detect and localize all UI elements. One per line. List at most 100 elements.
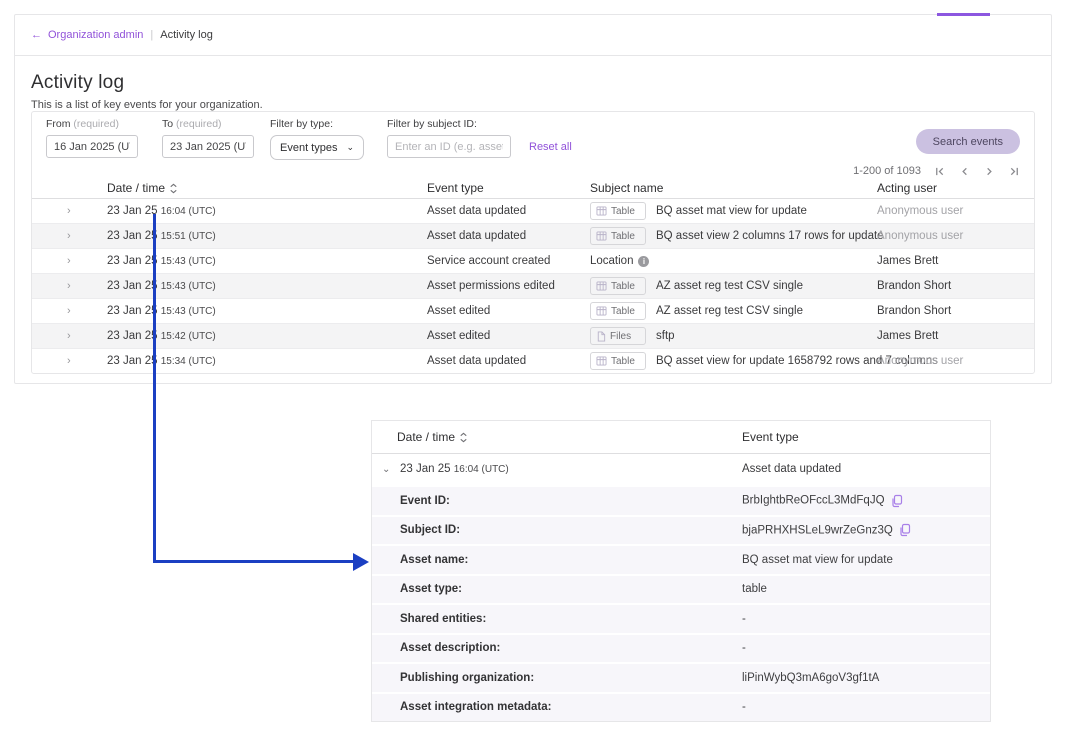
breadcrumb-back-label: Organization admin [48,29,144,41]
last-page-icon[interactable] [1009,166,1020,177]
top-accent-bar [937,13,990,16]
type-filter-label: Filter by type: [270,118,334,130]
table-row[interactable]: › 23 Jan 25 15:43 (UTC) Service account … [32,249,1034,274]
field-label: Subject ID: [400,524,461,537]
event-detail-panel: Date / time Event type ⌄ 23 Jan 25 16:04… [371,420,991,722]
table-row[interactable]: › 23 Jan 25 16:04 (UTC) Asset data updat… [32,199,1034,224]
from-label: From [46,118,71,130]
event-types-dropdown[interactable]: Event types ⌄ [270,135,364,160]
subject-name-cell: AZ asset reg test CSV single [656,305,804,317]
acting-user-cell: Anonymous user [877,205,964,217]
reset-all-link[interactable]: Reset all [529,141,572,153]
subject-name-cell: BQ asset view 2 columns 17 rows for upda… [656,230,884,242]
annotation-arrow-vertical [153,214,156,563]
table-icon [596,206,607,216]
from-date-field: From (required) [46,118,138,158]
field-label: Publishing organization: [400,671,535,684]
field-label: Asset integration metadata: [400,701,552,714]
back-arrow-icon: ← [31,29,42,41]
table-row[interactable]: › 23 Jan 25 15:42 (UTC) Asset edited Fil… [32,324,1034,349]
acting-user-cell: Anonymous user [877,230,964,242]
search-events-button[interactable]: Search events [915,129,1020,154]
copy-icon[interactable] [891,494,903,507]
sort-icon[interactable] [169,182,178,198]
page-title: Activity log [31,72,125,93]
detail-header-event-type: Event type [742,430,799,444]
subject-type-badge: Files [590,327,646,345]
table-row[interactable]: › 23 Jan 25 15:51 (UTC) Asset data updat… [32,224,1034,249]
detail-header-date-time: Date / time [397,430,456,444]
chevron-down-icon[interactable]: ⌄ [382,464,391,475]
activity-log-panel: ← Organization admin | Activity log Acti… [14,14,1052,384]
chevron-right-icon[interactable]: › [67,205,71,217]
chevron-right-icon[interactable]: › [67,230,71,242]
subject-type-badge: Table [590,302,646,320]
subject-name-cell: BQ asset mat view for update [656,205,807,217]
chevron-right-icon[interactable]: › [67,355,71,367]
header-date-time: Date / time [107,181,166,195]
acting-user-cell: Brandon Short [877,305,952,317]
table-row[interactable]: › 23 Jan 25 15:34 (UTC) Asset data updat… [32,349,1034,374]
chevron-right-icon[interactable]: › [67,280,71,292]
subject-location-cell: Location i [590,249,650,274]
info-icon[interactable]: i [638,256,650,267]
field-label: Asset description: [400,642,501,655]
pagination: 1-200 of 1093 [853,165,1020,177]
table-icon [596,281,607,291]
previous-page-icon[interactable] [959,166,970,177]
detail-header-row: Date / time Event type [372,421,990,454]
field-value: BQ asset mat view for update [742,553,893,566]
to-label: To [162,118,174,130]
acting-user-cell: James Brett [877,255,939,267]
event-type-cell: Service account created [427,255,551,267]
subject-name-cell: BQ asset view for update 1658792 rows an… [656,355,938,367]
field-value: BrbIghtbReOFccL3MdFqJQ [742,494,885,507]
to-date-field: To (required) [162,118,254,158]
header-event-type: Event type [427,181,484,195]
expanded-row[interactable]: ⌄ 23 Jan 25 16:04 (UTC) Asset data updat… [372,454,990,485]
table-row[interactable]: › 23 Jan 25 15:43 (UTC) Asset permission… [32,274,1034,299]
breadcrumb-back-link[interactable]: ← Organization admin [31,29,143,41]
type-filter-field: Filter by type: Event types ⌄ [270,118,364,160]
detail-field-row: Shared entities: - [372,603,990,633]
subject-id-input[interactable] [387,135,511,158]
chevron-right-icon[interactable]: › [67,255,71,267]
detail-field-row: Asset integration metadata: - [372,691,990,721]
copy-icon[interactable] [899,524,911,537]
annotation-arrow-horizontal [153,560,354,563]
subject-filter-field: Filter by subject ID: [387,118,511,158]
to-date-input[interactable] [162,135,254,158]
detail-field-row: Asset description: - [372,632,990,662]
event-type-cell: Asset data updated [427,205,527,217]
field-label: Event ID: [400,494,450,507]
subject-filter-label: Filter by subject ID: [387,118,477,130]
acting-user-cell: James Brett [877,330,939,342]
sort-icon[interactable] [459,423,468,456]
next-page-icon[interactable] [984,166,995,177]
table-header-row: Date / time Event type Subject name Acti… [32,180,1034,199]
detail-field-row: Asset name: BQ asset mat view for update [372,544,990,574]
from-date-input[interactable] [46,135,138,158]
subject-type-badge: Table [590,277,646,295]
event-types-value: Event types [280,141,338,154]
event-type-cell: Asset edited [427,330,491,342]
chevron-right-icon[interactable]: › [67,305,71,317]
field-label: Shared entities: [400,612,487,625]
table-row[interactable]: › 23 Jan 25 15:43 (UTC) Asset edited Tab… [32,299,1034,324]
detail-field-row: Subject ID: bjaPRHXHSLeL9wrZeGnz3Q [372,514,990,544]
expanded-event-type: Asset data updated [742,463,842,475]
detail-field-row: Publishing organization: liPinWybQ3mA6go… [372,662,990,692]
chevron-right-icon[interactable]: › [67,330,71,342]
first-page-icon[interactable] [934,166,945,177]
field-value: bjaPRHXHSLeL9wrZeGnz3Q [742,524,893,537]
field-value: table [742,583,767,596]
event-type-cell: Asset edited [427,305,491,317]
subject-type-badge: Table [590,202,646,220]
field-label: Asset name: [400,553,469,566]
chevron-down-icon: ⌄ [346,142,354,152]
field-label: Asset type: [400,583,462,596]
event-type-cell: Asset permissions edited [427,280,555,292]
from-required-hint: (required) [73,118,119,130]
header-subject-name: Subject name [590,181,664,195]
subject-name-cell: sftp [656,330,675,342]
